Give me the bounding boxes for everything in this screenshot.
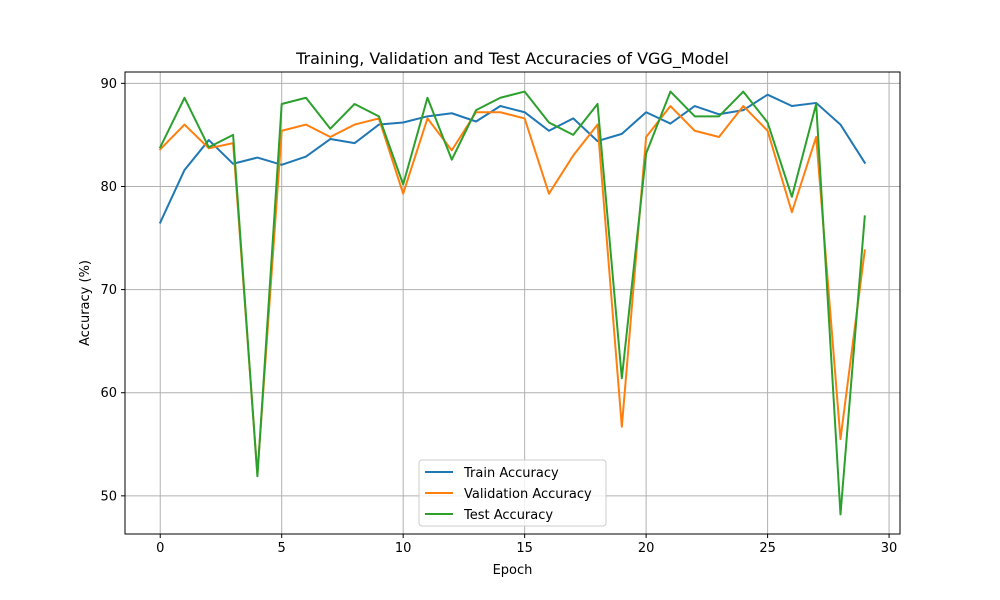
series-line-validation-accuracy [158,105,866,476]
grid-layer [125,72,900,534]
legend-box [418,459,607,527]
series-layer [158,90,867,516]
x-tick-label: 5 [278,541,286,556]
legend: Train Accuracy Validation Accuracy Test … [418,459,607,527]
tick-layer: 0 5 10 15 20 25 30 50 60 70 80 90 [100,77,897,556]
y-tick-label: 80 [100,180,117,195]
x-axis-title: Epoch [493,563,533,578]
x-tick-label: 30 [881,541,898,556]
legend-label-validation: Validation Accuracy [464,487,592,502]
x-tick-label: 20 [638,541,655,556]
chart-title: Training, Validation and Test Accuracies… [295,49,729,69]
y-tick-label: 90 [100,77,117,92]
legend-label-train: Train Accuracy [463,466,559,481]
y-tick-label: 60 [100,386,117,401]
x-tick-label: 10 [395,541,412,556]
x-tick-label: 0 [156,541,164,556]
x-tick-label: 25 [759,541,776,556]
legend-label-test: Test Accuracy [463,508,553,523]
y-axis-title: Accuracy (%) [78,260,93,346]
y-tick-label: 70 [100,283,117,298]
y-tick-label: 50 [100,489,117,504]
x-tick-label: 15 [516,541,533,556]
series-line-test-accuracy [158,90,866,516]
plot-frame [124,71,901,535]
